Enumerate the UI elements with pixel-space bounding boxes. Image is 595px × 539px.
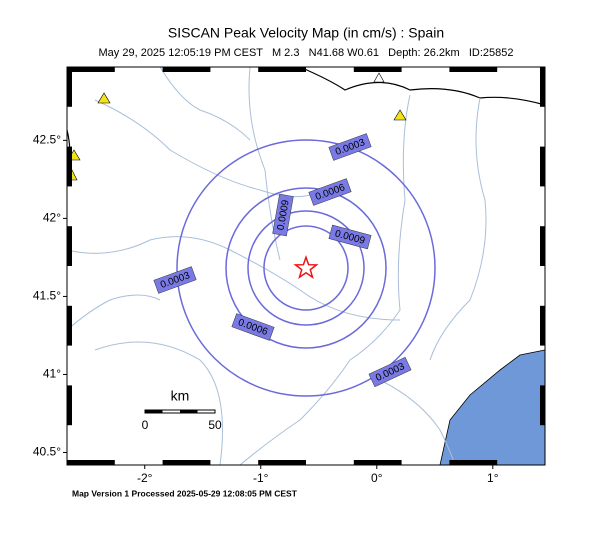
- contour-label-bg: [328, 224, 372, 250]
- frame-seg: [258, 67, 306, 72]
- frame-seg: [67, 146, 72, 187]
- frame-seg: [540, 226, 545, 266]
- frame-seg: [353, 67, 402, 72]
- river: [429, 97, 487, 361]
- river: [379, 379, 456, 466]
- y-tick-label: 40.5°: [33, 445, 61, 459]
- contour: [263, 225, 349, 311]
- title: SISCAN Peak Velocity Map (in cm/s) : Spa…: [168, 25, 444, 41]
- footer: Map Version 1 Processed 2025-05-29 12:08…: [72, 488, 298, 498]
- scale-bar-seg: [180, 410, 198, 413]
- x-tick-label: 0°: [371, 471, 383, 485]
- station: [97, 92, 111, 104]
- frame-seg: [67, 67, 72, 107]
- x-tick-label: 1°: [487, 471, 499, 485]
- contour-labels: 0.00030.00030.00030.00060.00060.00090.00…: [153, 133, 412, 388]
- y-tick-label: 41°: [43, 367, 61, 381]
- frame-seg: [353, 460, 402, 465]
- frame-seg: [162, 67, 211, 72]
- x-tick-label: -2°: [137, 471, 153, 485]
- frame-seg: [540, 305, 545, 346]
- epicenter: [293, 255, 319, 279]
- scale-bar-seg: [145, 410, 163, 413]
- contour: [247, 210, 365, 326]
- frame-seg: [258, 460, 306, 465]
- map-area: [66, 66, 546, 466]
- scale-bar: km 0 50: [142, 388, 222, 432]
- y-tick-label: 41.5°: [33, 289, 61, 303]
- frame-seg: [67, 67, 115, 72]
- frame-seg: [540, 385, 545, 426]
- land: [67, 67, 545, 465]
- subtitle: May 29, 2025 12:05:19 PM CEST M 2.3 N41.…: [99, 47, 514, 59]
- contour-label-bg: [368, 356, 412, 388]
- frame-seg: [67, 305, 72, 346]
- scale-unit: km: [171, 388, 190, 404]
- y-tick-label: 42°: [43, 211, 61, 225]
- frame-seg: [449, 67, 498, 72]
- frame-seg: [67, 385, 72, 426]
- frame-seg: [67, 460, 115, 465]
- contour-label-bg: [308, 178, 352, 206]
- scale-end: 50: [208, 418, 222, 432]
- country-border: [299, 66, 546, 106]
- station: [373, 72, 385, 83]
- contour-label-bg: [272, 193, 294, 237]
- contour-label-bg: [231, 313, 275, 341]
- river: [66, 236, 401, 321]
- contour: [225, 187, 387, 349]
- y-tick-label: 42.5°: [33, 133, 61, 147]
- river: [159, 66, 251, 141]
- scale-start: 0: [142, 418, 149, 432]
- frame-seg: [67, 226, 72, 266]
- frame-seg: [540, 146, 545, 187]
- frame-seg: [540, 67, 545, 107]
- river: [66, 294, 161, 331]
- x-tick-label: -1°: [253, 471, 269, 485]
- frame-seg: [449, 460, 498, 465]
- contour-label-bg: [153, 266, 197, 294]
- river: [94, 341, 223, 466]
- contour-label-text: 0.0009: [276, 199, 292, 231]
- contour: [176, 139, 436, 397]
- river: [239, 94, 411, 466]
- frame-seg: [162, 460, 211, 465]
- contour-label-bg: [328, 133, 372, 161]
- contour-label: 0.0009: [272, 193, 294, 237]
- frame: -2° -1° 0° 1° 40.5° 41° 41.5° 42° 42.5°: [33, 66, 546, 485]
- station: [393, 109, 407, 121]
